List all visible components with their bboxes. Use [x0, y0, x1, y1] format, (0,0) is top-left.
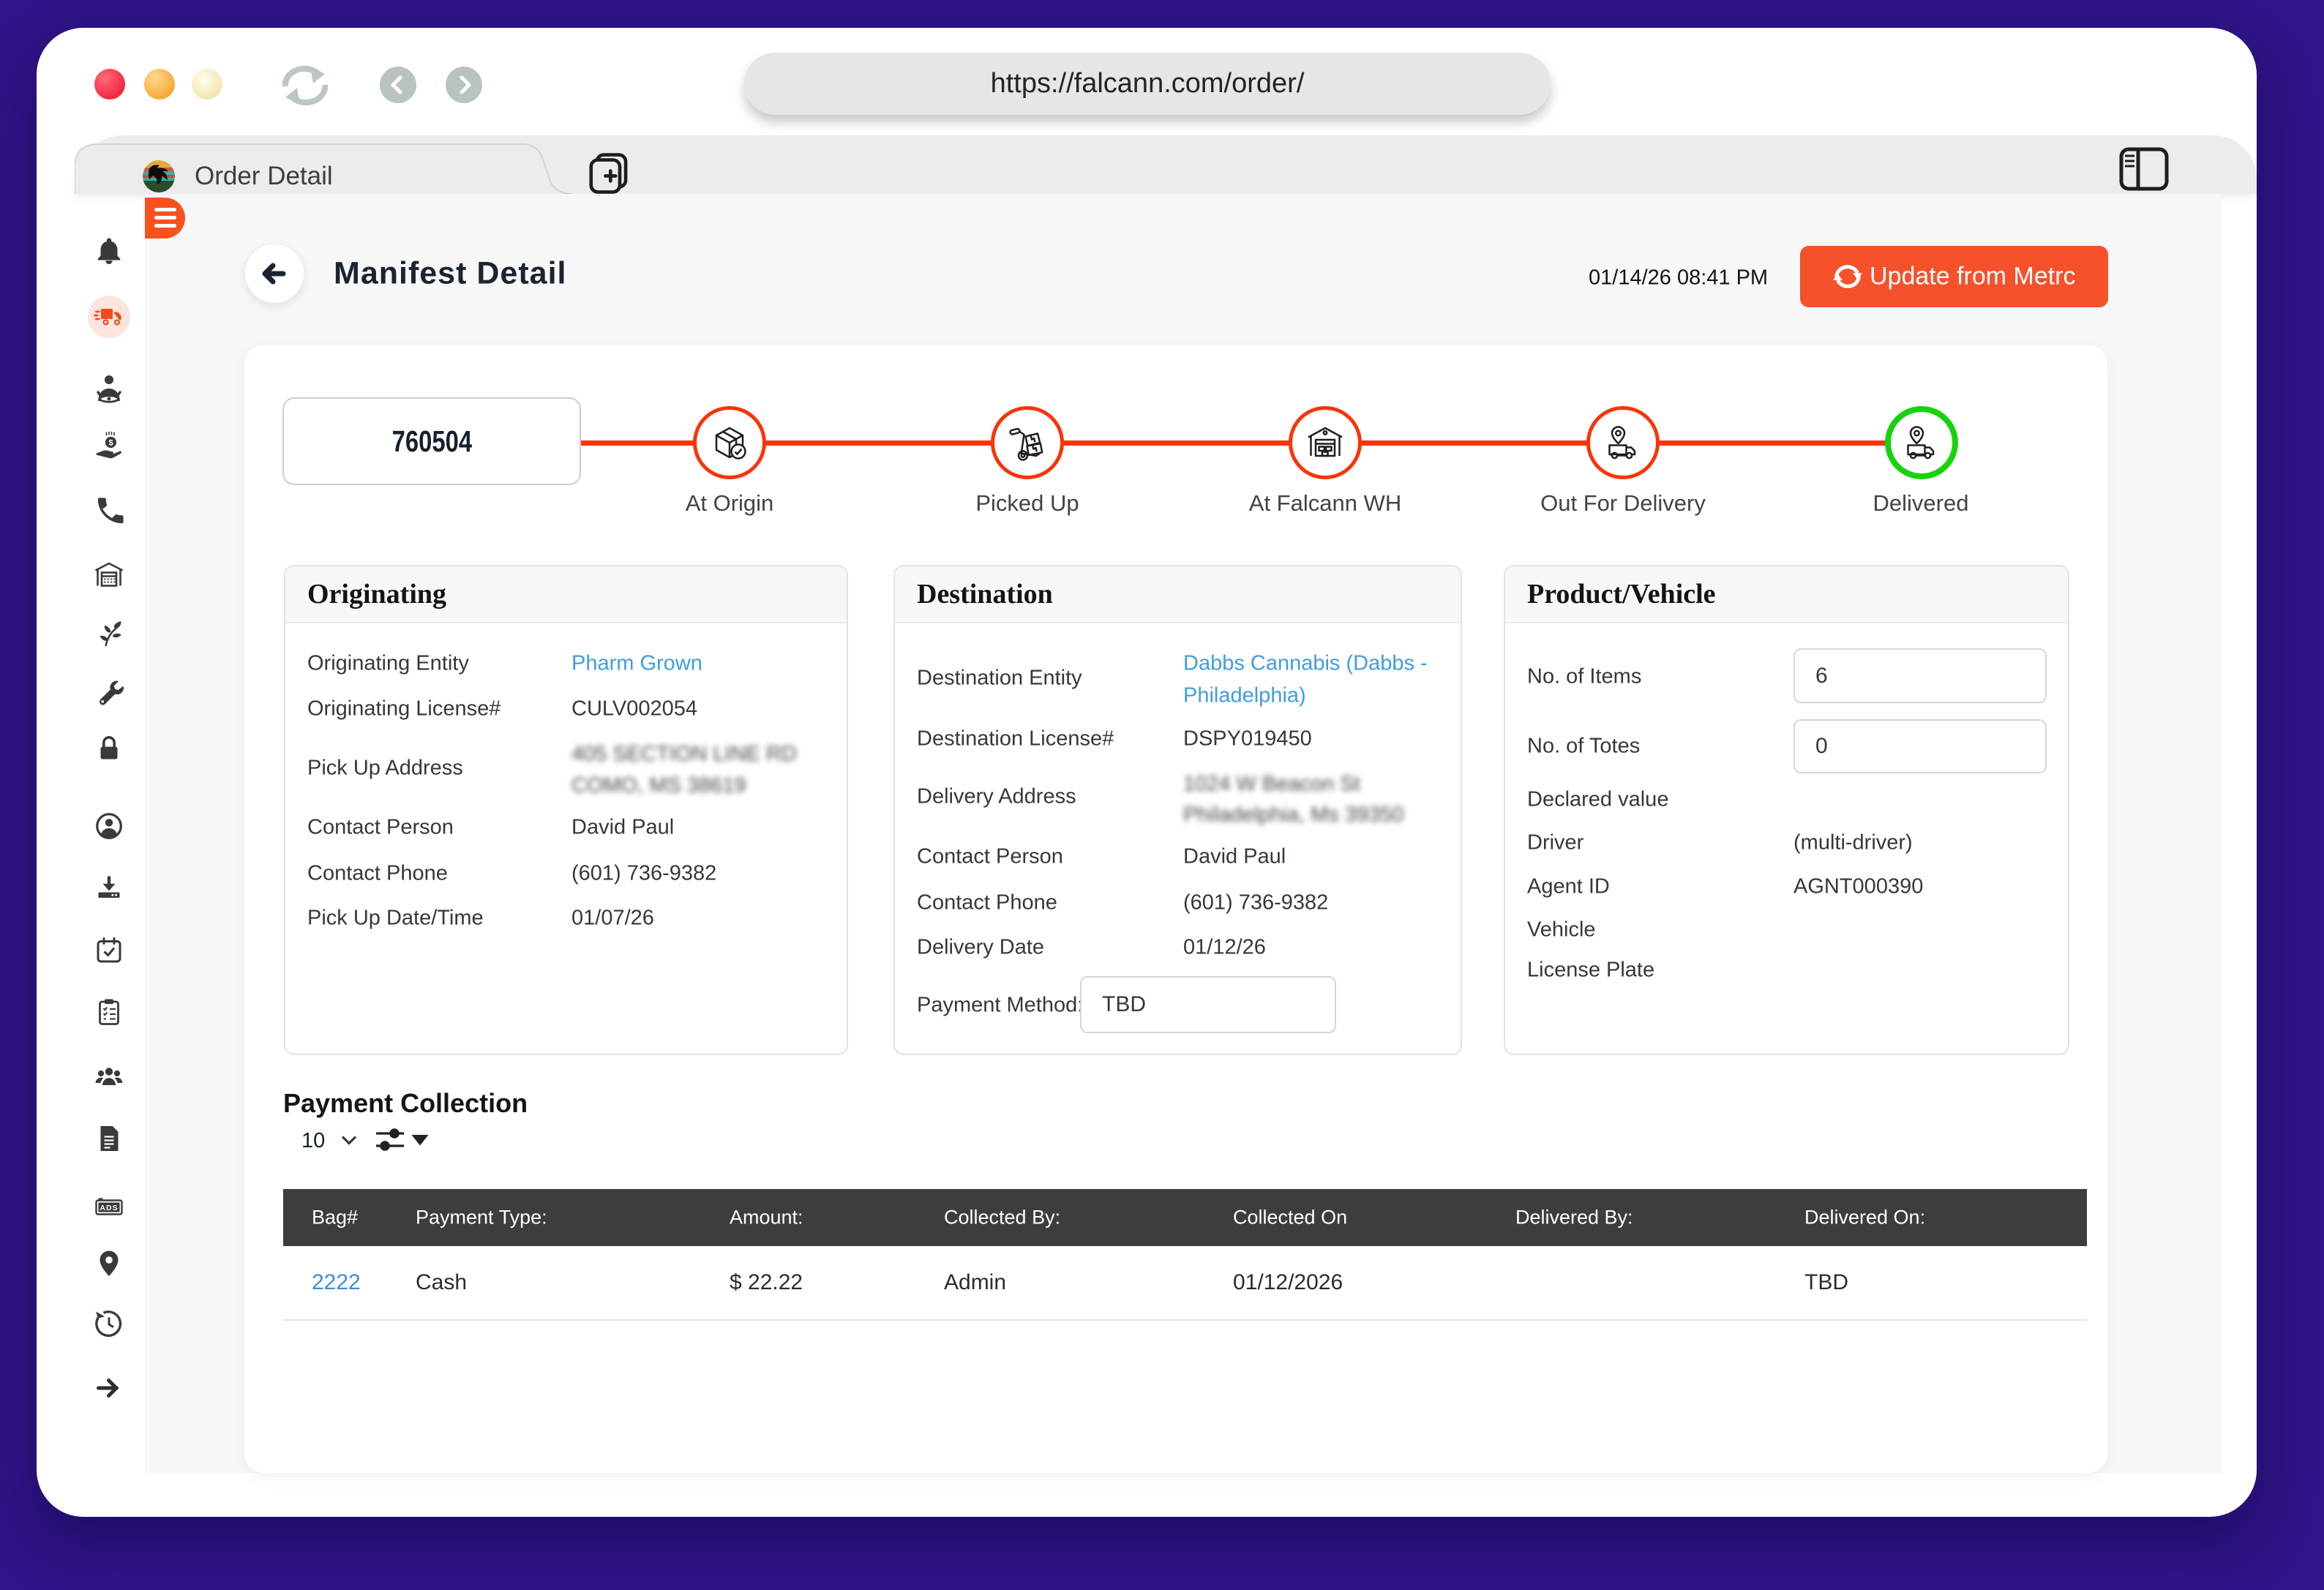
svg-text:ADS: ADS — [100, 1204, 118, 1212]
svg-text:$: $ — [108, 439, 113, 448]
